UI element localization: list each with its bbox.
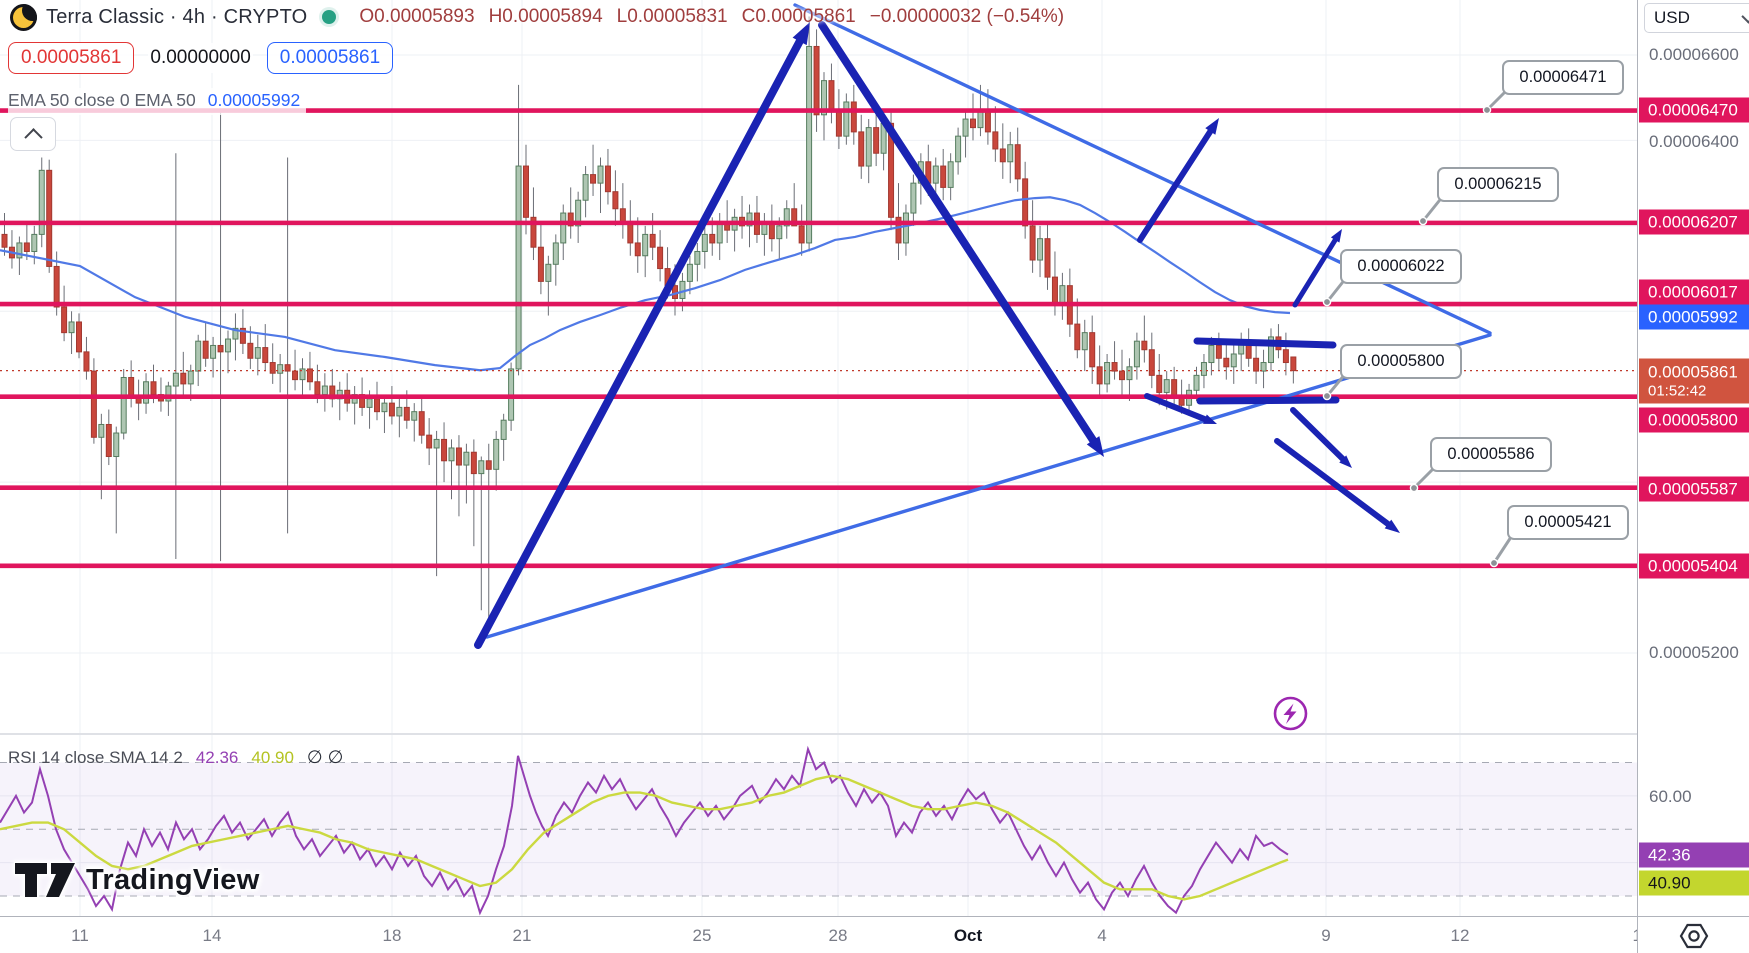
axis-settings-cell bbox=[1637, 917, 1749, 953]
ohlc-open: O0.00005893 bbox=[359, 6, 475, 27]
ema-legend-label: EMA 50 close 0 EMA 50 bbox=[8, 90, 196, 110]
countdown-timer: 01:52:42 bbox=[1648, 382, 1707, 400]
currency-label: USD bbox=[1654, 8, 1690, 27]
chevron-down-icon bbox=[1741, 9, 1749, 24]
price-badge: 0.00005861 01:52:42 bbox=[1639, 358, 1749, 404]
ohlc-close: C0.00005861 bbox=[741, 6, 856, 27]
terra-classic-logo-icon bbox=[10, 3, 37, 31]
price-badge: 0.00005404 bbox=[1639, 553, 1749, 579]
time-axis-label: Oct bbox=[953, 926, 983, 945]
time-axis-label: 9 bbox=[1321, 926, 1331, 945]
rsi-legend-label: RSI 14 close SMA 14 2 bbox=[8, 747, 183, 767]
time-axis[interactable]: 161294Oct282521181411 bbox=[0, 916, 1749, 953]
symbol-header: Terra Classic · 4h · CRYPTO O0.00005893 … bbox=[10, 2, 1064, 32]
sell-button[interactable]: 0.00005861 bbox=[8, 42, 135, 74]
price-badge: 0.00005800 bbox=[1639, 407, 1749, 433]
price-callout[interactable]: 0.00005421 bbox=[1507, 505, 1629, 540]
ohlc-high: H0.00005894 bbox=[488, 6, 603, 27]
scale-label: 0.00006400 bbox=[1649, 132, 1739, 151]
ema-legend-value: 0.00005992 bbox=[207, 90, 301, 110]
price-callout[interactable]: 0.00005586 bbox=[1430, 437, 1552, 472]
scale-label: 0.00005200 bbox=[1649, 643, 1739, 662]
tradingview-logo-icon bbox=[14, 862, 76, 898]
chevron-up-icon bbox=[23, 127, 43, 147]
time-axis-label: 18 bbox=[382, 926, 402, 945]
time-axis-label: 4 bbox=[1097, 926, 1107, 945]
price-badge: 0.00005992 bbox=[1639, 304, 1749, 330]
rsi-line[interactable] bbox=[0, 745, 1289, 916]
triangle-trendlines[interactable] bbox=[485, 3, 1492, 639]
ohlc-low: L0.00005831 bbox=[616, 6, 728, 27]
rsi-sma-line[interactable] bbox=[0, 774, 1289, 901]
price-badge: 42.36 bbox=[1639, 842, 1749, 868]
scale-label: 60.00 bbox=[1649, 787, 1692, 806]
rsi-legend[interactable]: RSI 14 close SMA 14 2 42.36 40.90 ∅ ∅ bbox=[8, 747, 343, 768]
ema50-line[interactable] bbox=[0, 196, 1291, 372]
horizontal-level-lines[interactable] bbox=[0, 108, 1637, 569]
time-axis-label: 28 bbox=[828, 926, 848, 945]
quote-row: 0.00005861 0.00000000 0.00005861 bbox=[8, 42, 394, 74]
gear-icon[interactable] bbox=[1678, 921, 1710, 951]
price-badge: 0.00006470 bbox=[1639, 97, 1749, 123]
symbol-title[interactable]: Terra Classic · 4h · CRYPTO bbox=[46, 5, 308, 28]
lightning-bolt-icon bbox=[1283, 703, 1297, 724]
rsi-sma-value: 40.90 bbox=[251, 747, 294, 767]
lightning-button[interactable] bbox=[1272, 695, 1309, 732]
scale-label: 0.00006600 bbox=[1649, 45, 1739, 64]
spread-value: 0.00000000 bbox=[148, 43, 253, 73]
price-callout[interactable]: 0.00006022 bbox=[1340, 249, 1462, 284]
consolidation-lines[interactable] bbox=[1193, 337, 1340, 405]
price-badge: 0.00006207 bbox=[1639, 209, 1749, 235]
price-scale[interactable]: USD 0.00006600 0.00006470 0.00006400 0.0000… bbox=[1637, 0, 1749, 916]
price-callout[interactable]: 0.00006471 bbox=[1502, 60, 1624, 95]
price-callout[interactable]: 0.00005800 bbox=[1340, 344, 1462, 379]
currency-dropdown[interactable]: USD bbox=[1644, 3, 1749, 33]
tradingview-watermark: TradingView bbox=[14, 862, 260, 898]
time-axis-label: 21 bbox=[512, 926, 532, 945]
watermark-text: TradingView bbox=[86, 863, 260, 896]
collapse-pane-button[interactable] bbox=[10, 117, 56, 151]
trend-arrows[interactable] bbox=[474, 21, 1400, 649]
time-axis-label: 25 bbox=[692, 926, 712, 945]
time-axis-label: 12 bbox=[1450, 926, 1470, 945]
market-status-icon[interactable] bbox=[322, 10, 337, 24]
hidden-values: ∅ ∅ bbox=[306, 747, 344, 767]
price-callout[interactable]: 0.00006215 bbox=[1437, 167, 1559, 202]
ohlc-values: O0.00005893 H0.00005894 L0.00005831 C0.0… bbox=[359, 6, 1064, 28]
time-axis-label: 14 bbox=[202, 926, 222, 945]
buy-button[interactable]: 0.00005861 bbox=[266, 42, 394, 74]
ema-legend[interactable]: EMA 50 close 0 EMA 50 0.00005992 bbox=[8, 88, 307, 115]
price-badge: 0.00005587 bbox=[1639, 476, 1749, 502]
rsi-value: 42.36 bbox=[195, 747, 239, 767]
time-axis-label: 11 bbox=[71, 926, 89, 945]
ohlc-change: −0.00000032 (−0.54%) bbox=[869, 6, 1065, 27]
price-badge: 40.90 bbox=[1639, 870, 1749, 896]
price-badge: 0.00006017 bbox=[1639, 279, 1749, 305]
